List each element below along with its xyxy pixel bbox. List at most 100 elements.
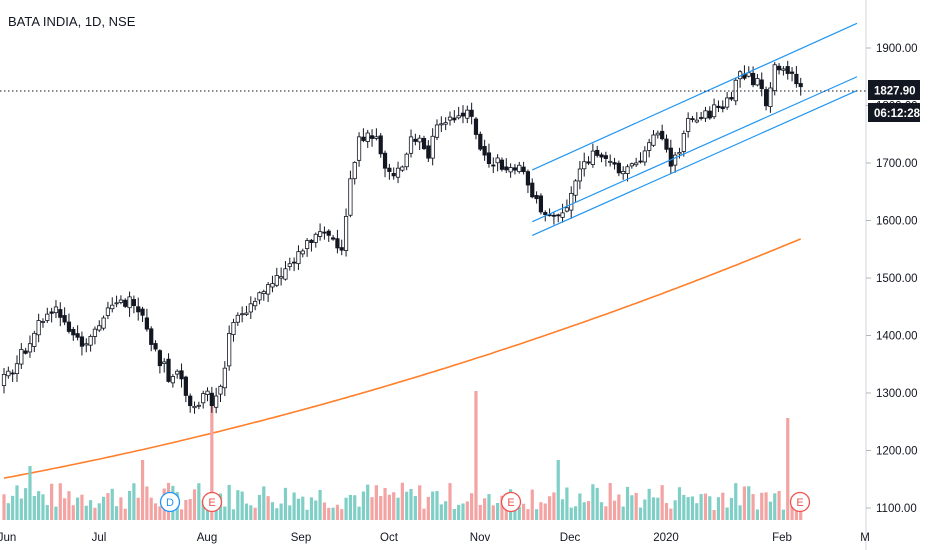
- volume-bar: [760, 492, 764, 520]
- candle-body: [582, 161, 587, 170]
- x-axis-ticks: Jun Jul Aug Sep Oct Nov Dec 2020 Feb M: [0, 532, 870, 544]
- candle-body: [374, 136, 379, 139]
- volume-bar: [768, 501, 773, 520]
- volume-bar: [751, 494, 755, 520]
- candle-body: [261, 291, 266, 294]
- candle-body: [465, 109, 470, 119]
- volume-bar: [578, 493, 582, 520]
- volume-bar: [630, 495, 634, 520]
- candle-body: [131, 299, 136, 306]
- candle-body: [14, 363, 20, 375]
- candle-body: [651, 134, 656, 146]
- volume-bar: [314, 500, 318, 520]
- candle-body: [486, 152, 492, 165]
- x-tick-label: M: [860, 532, 870, 544]
- volume-bar: [140, 460, 145, 520]
- candle-body: [49, 311, 54, 314]
- volume-bar: [353, 495, 357, 520]
- x-tick-label: Dec: [560, 532, 581, 544]
- volume-bar: [97, 503, 101, 520]
- candle-body: [196, 404, 201, 407]
- candle-body: [92, 328, 98, 337]
- volume-bar: [539, 502, 543, 520]
- volume-bar: [599, 502, 604, 520]
- volume-bar: [444, 501, 448, 520]
- candle-body: [248, 303, 253, 313]
- candle-body: [404, 153, 409, 168]
- candle-body: [175, 370, 180, 375]
- volume-bar: [686, 497, 690, 520]
- volume-bar: [400, 482, 404, 520]
- volume-bar: [591, 484, 595, 520]
- volume-bar: [145, 486, 149, 520]
- volume-bar: [253, 507, 257, 520]
- volume-bar: [132, 483, 136, 520]
- candle-body: [504, 166, 509, 171]
- candle-body: [32, 332, 37, 347]
- volume-bar: [366, 484, 370, 520]
- candle-body: [759, 79, 764, 90]
- candle-body: [776, 65, 782, 71]
- candle-body: [123, 299, 128, 307]
- volume-bar: [383, 487, 387, 520]
- candle-body: [798, 83, 803, 88]
- volume-bar: [257, 494, 262, 520]
- volume-bar: [227, 484, 231, 520]
- candle-body: [326, 230, 331, 236]
- event-marker-label: E: [796, 497, 803, 509]
- volume-bar: [435, 491, 439, 520]
- candle-body: [162, 361, 167, 364]
- candle-body: [97, 325, 102, 331]
- candle-body: [356, 136, 362, 161]
- candle-body: [400, 166, 405, 171]
- candle-body: [686, 118, 691, 132]
- candle-body: [348, 178, 353, 216]
- candle-body: [140, 308, 145, 316]
- y-tick-label: 1200.00: [876, 446, 918, 458]
- volume-bar: [322, 502, 327, 520]
- candle-series: [1, 60, 803, 414]
- volume-bar: [106, 493, 110, 520]
- candle-body: [105, 307, 111, 316]
- candle-body: [608, 160, 613, 163]
- volume-bar: [790, 500, 794, 520]
- volume-bar: [500, 495, 504, 520]
- candle-body: [543, 212, 548, 215]
- volume-bar: [565, 487, 569, 520]
- x-tick-label: Jun: [0, 532, 16, 544]
- volume-bar: [487, 494, 491, 520]
- volume-bar: [318, 489, 322, 520]
- candle-body: [681, 133, 686, 152]
- volume-bar: [223, 506, 227, 520]
- event-marker-circle: [789, 491, 811, 513]
- candle-body: [309, 239, 314, 243]
- volume-bar: [452, 509, 456, 520]
- candle-body: [205, 390, 210, 395]
- volume-bar: [786, 418, 790, 520]
- candle-body: [313, 233, 318, 243]
- event-marker-circle: [159, 491, 181, 513]
- candle-body: [45, 313, 50, 321]
- volume-bar: [136, 497, 140, 520]
- candle-body: [6, 370, 11, 377]
- candle-body: [491, 164, 496, 167]
- volume-bar: [158, 506, 162, 520]
- volume-bar: [37, 491, 41, 520]
- volume-bar: [405, 491, 409, 520]
- candle-body: [136, 306, 141, 313]
- candle-body: [699, 117, 704, 119]
- volume-bar: [703, 493, 708, 520]
- volume-bar: [2, 494, 6, 520]
- candle-body: [66, 321, 72, 332]
- candle-body: [447, 116, 453, 121]
- candle-body: [408, 136, 414, 154]
- candle-body: [300, 250, 305, 255]
- candle-body: [768, 87, 773, 108]
- volume-bar: [231, 509, 236, 520]
- volume-bar: [777, 490, 781, 520]
- candle-body: [789, 71, 795, 74]
- candle-body: [335, 238, 340, 249]
- candle-body: [634, 162, 639, 166]
- x-tick-label: 2020: [653, 532, 679, 544]
- volume-bar: [275, 508, 279, 520]
